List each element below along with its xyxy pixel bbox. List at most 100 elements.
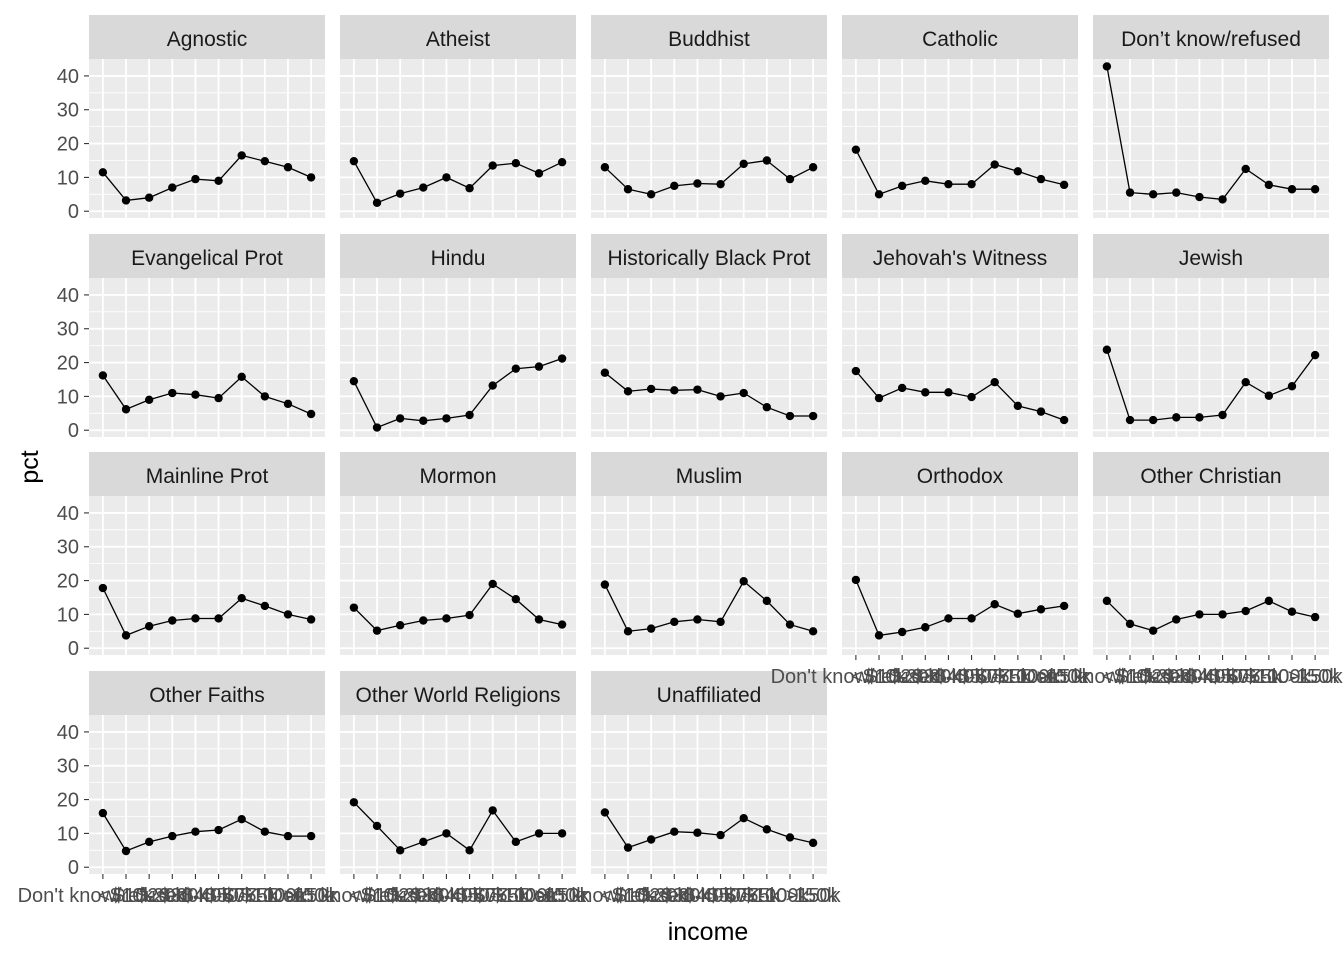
data-point	[670, 617, 679, 627]
facet-strip	[591, 671, 827, 715]
facet-strip	[340, 234, 576, 278]
x-tick-label: $40-50k	[433, 885, 506, 907]
data-point	[144, 837, 154, 847]
data-point	[442, 614, 451, 623]
series-line	[604, 372, 814, 417]
data-point	[646, 624, 656, 633]
y-tick-label: 10	[57, 386, 79, 408]
data-point	[168, 616, 177, 625]
data-point	[990, 600, 999, 609]
x-tick-label: $10-20k	[1117, 666, 1190, 688]
x-tick-label: $50-75k	[1210, 666, 1283, 688]
data-point	[121, 196, 131, 205]
x-tick-label: Don't know/refused	[1022, 666, 1193, 688]
x-tick-label: $40-50k	[1186, 666, 1259, 688]
data-point	[372, 423, 382, 432]
x-tick-label: <$10k	[349, 885, 405, 907]
series-line	[604, 812, 814, 849]
data-point	[260, 601, 270, 611]
data-point	[1148, 626, 1158, 635]
data-point	[785, 411, 795, 421]
facet-strip-label: Don’t know/refused	[1121, 28, 1301, 51]
data-point	[921, 388, 930, 397]
data-point	[716, 830, 725, 840]
series-line	[353, 583, 563, 632]
x-tick-label: $30-40k	[1163, 666, 1236, 688]
data-point	[168, 831, 177, 841]
data-point	[557, 354, 567, 363]
facet-strip	[591, 234, 827, 278]
y-tick-label: 40	[57, 503, 79, 525]
facet-strip-label: Catholic	[922, 28, 998, 51]
data-point	[419, 183, 428, 192]
data-point	[739, 159, 748, 169]
data-point	[465, 184, 474, 193]
y-tick-label: 40	[57, 722, 79, 744]
data-point	[693, 385, 702, 394]
data-point	[419, 416, 428, 425]
x-tick-label: $75-100k	[223, 885, 307, 907]
data-point	[623, 627, 633, 636]
y-tick-label: 40	[57, 66, 79, 88]
x-tick-label: $75-100k	[725, 885, 809, 907]
data-point	[600, 163, 610, 172]
data-point	[851, 366, 861, 376]
data-point	[1125, 619, 1135, 629]
x-tick-label: $40-50k	[935, 666, 1008, 688]
data-point	[785, 833, 795, 842]
x-tick-label: $10-20k	[364, 885, 437, 907]
x-tick-label: $100-150k	[1245, 666, 1341, 688]
data-point	[260, 156, 270, 166]
x-tick-label: $20-30k	[136, 885, 209, 907]
y-tick-label: 30	[57, 756, 79, 778]
data-point	[739, 388, 748, 398]
x-tick-label: Don't know/refused	[269, 885, 440, 907]
data-point	[237, 814, 246, 824]
x-tick-label: $75-100k	[976, 666, 1060, 688]
data-point	[306, 615, 316, 624]
facet-strip	[1093, 452, 1329, 496]
data-point	[349, 376, 359, 386]
x-tick-label: $10-20k	[113, 885, 186, 907]
data-point	[465, 610, 474, 620]
x-tick-label: >150k	[786, 885, 842, 907]
data-point	[511, 364, 521, 373]
data-point	[1218, 610, 1227, 619]
facet-panel	[1093, 278, 1329, 437]
data-point	[534, 362, 544, 371]
data-point	[372, 821, 382, 831]
x-tick-label: $30-40k	[661, 885, 734, 907]
data-point	[349, 798, 359, 807]
x-tick-label: $50-75k	[959, 666, 1032, 688]
data-point	[1218, 195, 1227, 204]
data-point	[600, 368, 610, 377]
facet-strip-label: Mormon	[419, 465, 496, 488]
data-point	[1287, 382, 1297, 391]
facet-strip-label: Agnostic	[167, 28, 248, 51]
data-point	[693, 179, 702, 188]
data-point	[1310, 185, 1320, 194]
y-tick-label: 20	[57, 571, 79, 593]
data-point	[1125, 188, 1135, 197]
data-point	[716, 392, 725, 401]
data-point	[851, 145, 861, 154]
data-point	[1102, 62, 1112, 71]
series-line	[353, 160, 563, 204]
facet-strip-label: Historically Black Prot	[607, 247, 810, 270]
data-point	[395, 414, 405, 423]
data-point	[260, 827, 270, 836]
data-point	[623, 843, 633, 852]
data-point	[739, 577, 748, 586]
facet-strip	[89, 15, 325, 59]
facet-strip-label: Muslim	[676, 465, 743, 488]
data-point	[808, 838, 818, 848]
data-point	[488, 579, 497, 589]
data-point	[214, 176, 223, 185]
data-point	[395, 846, 405, 855]
data-point	[511, 837, 521, 847]
data-point	[214, 614, 223, 623]
data-point	[191, 827, 200, 836]
data-point	[808, 627, 818, 636]
data-point	[144, 395, 154, 404]
data-point	[395, 189, 405, 198]
